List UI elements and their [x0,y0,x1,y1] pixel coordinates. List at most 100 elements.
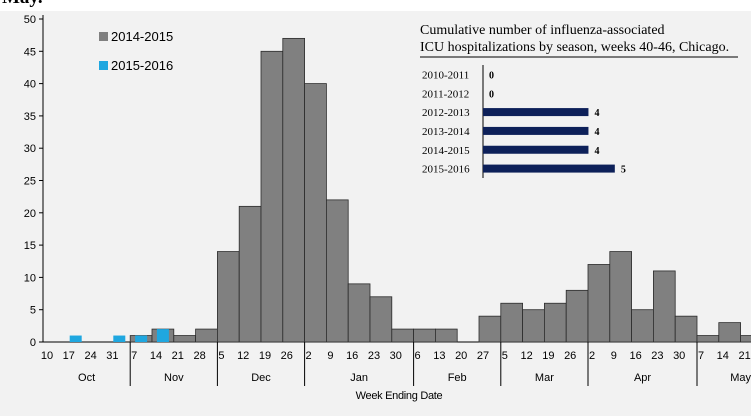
legend-entry: 2014-2015 [99,29,173,44]
cut-off-heading: May. [0,0,751,11]
month-label: Nov [164,372,184,384]
x-tick-label: 30 [390,350,402,362]
bar-2014-2015 [696,335,720,343]
inset-category-label: 2012-2013 [422,107,470,119]
inset-value-label: 4 [594,108,599,119]
inset-title-line-2: ICU hospitalizations by season, weeks 40… [420,40,729,55]
month-label: May [730,372,751,384]
bar-2014-2015 [631,309,654,343]
y-tick-label: 25 [24,176,36,188]
x-tick-label: 24 [84,350,96,362]
y-tick-label: 10 [24,272,36,284]
inset-bar [483,145,589,154]
x-tick-label: 16 [346,350,358,362]
y-tick-label: 30 [24,143,36,155]
bar-2014-2015 [587,264,611,343]
legend-entry: 2015-2016 [99,58,173,73]
legend-swatch [99,32,108,41]
x-tick-label: 9 [611,350,617,362]
bar-2014-2015 [391,328,414,343]
bar-2015-2016 [69,335,82,342]
month-label: Jan [350,372,368,384]
legend-swatch [99,61,108,70]
bar-2014-2015 [565,289,589,343]
x-tick-label: 14 [150,350,162,362]
inset-chart: Cumulative number of influenza-associate… [420,23,738,178]
month-label: Apr [634,372,651,384]
bar-2014-2015 [434,328,458,343]
x-axis-title: Week Ending Date [356,390,443,402]
x-tick-label: 30 [673,350,685,362]
bar-2014-2015 [740,335,751,343]
x-tick-label: 20 [455,350,467,362]
y-tick-label: 5 [30,305,36,317]
legend-label: 2014-2015 [111,29,173,44]
bar-2014-2015 [413,328,436,343]
y-tick-label: 35 [24,111,36,123]
x-tick-label: 23 [651,350,663,362]
x-tick-label: 14 [717,350,729,362]
x-tick-label: 5 [218,350,224,362]
bar-2014-2015 [260,50,284,343]
x-tick-label: 21 [738,350,750,362]
x-tick-label: 21 [172,350,184,362]
x-tick-label: 31 [106,350,118,362]
y-tick-label: 0 [30,337,36,349]
bar-2014-2015 [173,335,197,343]
x-tick-label: 28 [193,350,205,362]
inset-bar [483,108,589,117]
x-tick-label: 26 [564,350,576,362]
x-tick-label: 16 [629,350,641,362]
bar-2014-2015 [522,309,545,343]
bar-2015-2016 [156,329,169,342]
inset-category-label: 2011-2012 [422,88,469,100]
y-tick-label: 20 [24,208,36,220]
inset-value-label: 4 [594,146,599,157]
bar-2014-2015 [238,205,262,343]
bar-2014-2015 [609,251,632,343]
x-tick-label: 19 [542,350,554,362]
bar-2014-2015 [718,322,741,343]
bar-2014-2015 [282,37,305,343]
x-tick-label: 5 [502,350,508,362]
bar-2014-2015 [544,302,567,343]
x-axis: Week Ending Date 10 17 24 31 7 14 21 28 5 12 19 26 2… [41,342,751,402]
x-tick-label: 9 [327,350,333,362]
x-tick-label: 10 [41,350,53,362]
bars [69,37,751,343]
y-tick-label: 40 [24,79,36,91]
month-label: Oct [78,372,95,384]
inset-value-label: 5 [621,165,626,176]
inset-bar [483,126,589,135]
inset-category-label: 2013-2014 [422,126,470,138]
bar-2014-2015 [325,199,349,343]
inset-value-label: 0 [489,89,494,100]
x-tick-label: 26 [281,350,293,362]
cut-off-heading-text: May. [2,0,43,9]
legend: 2014-2015 2015-2016 [99,29,173,73]
x-tick-label: 12 [520,350,532,362]
x-tick-label: 27 [477,350,489,362]
inset-category-label: 2010-2011 [422,69,469,81]
inset-value-label: 0 [489,70,494,81]
x-tick-label: 19 [259,350,271,362]
inset-category-label: 2014-2015 [422,145,470,157]
x-tick-label: 2 [589,350,595,362]
x-tick-label: 6 [415,350,421,362]
bar-2014-2015 [674,315,698,343]
inset-bar [483,164,615,173]
bar-2014-2015 [195,328,218,343]
bar-2014-2015 [478,315,502,343]
month-label: Dec [251,372,271,384]
inset-value-label: 4 [594,127,599,138]
bar-2014-2015 [216,251,240,343]
inset-title-line-1: Cumulative number of influenza-associate… [420,23,665,38]
x-tick-label: 17 [63,350,75,362]
inset-category-label: 2015-2016 [422,164,470,176]
legend-label: 2015-2016 [111,58,173,73]
month-label: Feb [448,372,467,384]
x-tick-label: 7 [131,350,137,362]
x-tick-label: 12 [237,350,249,362]
bar-2014-2015 [500,302,523,343]
